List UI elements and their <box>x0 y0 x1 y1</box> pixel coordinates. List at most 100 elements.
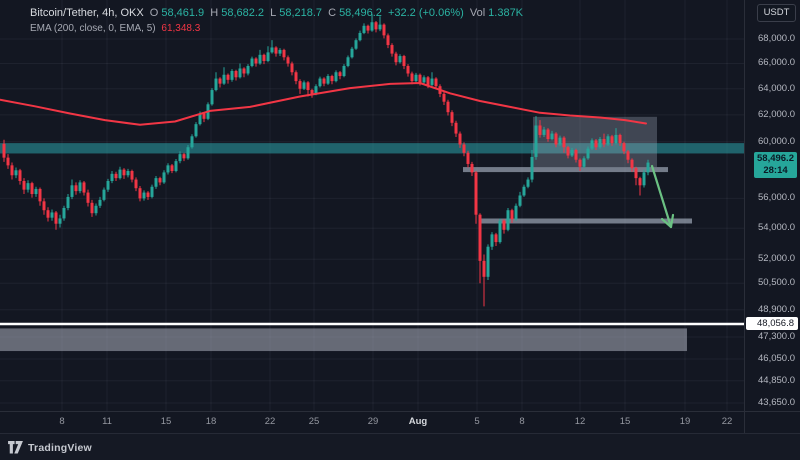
candle-body <box>646 162 650 173</box>
time-tick-label: 11 <box>102 416 112 427</box>
support-line-1 <box>463 167 668 173</box>
low-label: L <box>270 7 277 19</box>
candle-body <box>566 147 570 156</box>
candle-body <box>198 113 202 125</box>
price-tick-label: 66,000.0 <box>758 57 795 69</box>
candle-body <box>338 72 342 77</box>
candle-body <box>258 54 262 64</box>
candle-body <box>442 93 446 102</box>
candle-body <box>490 234 494 247</box>
candle-body <box>286 57 290 64</box>
candle-body <box>222 74 226 84</box>
candle-body <box>506 210 510 230</box>
change-value: +32.2 (+0.06%) <box>387 7 464 19</box>
symbol-title[interactable]: Bitcoin/Tether, 4h, OKX <box>30 7 144 19</box>
candle-body <box>498 220 502 243</box>
candle-body <box>226 74 230 80</box>
candle-body <box>570 150 574 156</box>
price-tick-label: 68,000.0 <box>758 32 795 44</box>
candle-body <box>134 179 138 189</box>
candle-body <box>282 49 286 58</box>
time-tick-label: 22 <box>721 416 733 427</box>
time-tick-label: 15 <box>619 416 631 427</box>
candle-body <box>626 151 630 160</box>
candle-body <box>262 54 266 62</box>
candle-body <box>54 212 58 224</box>
candle-body <box>290 63 294 73</box>
candle-body <box>294 72 298 82</box>
price-tick-label: 44,850.0 <box>758 374 795 386</box>
candle-body <box>154 178 158 187</box>
candle-body <box>550 133 554 140</box>
candle-body <box>398 56 402 63</box>
candle-body <box>474 172 478 215</box>
ema-indicator-label: EMA (200, close, 0, EMA, 5) <box>30 23 156 34</box>
chart-canvas[interactable] <box>0 0 800 433</box>
candle-body <box>150 186 154 197</box>
candle-body <box>114 173 118 179</box>
candle-body <box>298 81 302 89</box>
price-tick-label: 48,900.0 <box>758 303 795 315</box>
candle-body <box>86 192 90 203</box>
volume-value: 1.387K <box>488 7 524 19</box>
candle-body <box>462 144 466 153</box>
candle-body <box>178 154 182 162</box>
candle-body <box>22 180 26 190</box>
candle-body <box>522 186 526 196</box>
time-tick-label: 15 <box>160 416 172 427</box>
indicator-row[interactable]: EMA (200, close, 0, EMA, 5) 61,348.3 <box>30 22 526 36</box>
symbol-row[interactable]: Bitcoin/Tether, 4h, OKX O 58,461.9 H 58,68… <box>30 6 526 20</box>
candle-body <box>518 195 522 206</box>
price-tick-label: 64,000.0 <box>758 82 795 94</box>
candle-body <box>634 168 638 179</box>
time-scale[interactable]: 8 11 15 18 22 25 29 Aug 5 8 12 15 19 22 <box>0 411 800 433</box>
candle-body <box>614 134 618 144</box>
support-line-2 <box>479 218 692 224</box>
candle-body <box>466 152 470 164</box>
candle-body <box>302 82 306 89</box>
time-tick-label: 19 <box>679 416 691 427</box>
candle-body <box>162 172 166 183</box>
high-label: H <box>210 7 219 19</box>
candle-body <box>126 171 130 176</box>
candle-body <box>586 148 590 159</box>
candle-body <box>214 78 218 91</box>
demand-zone <box>0 328 687 352</box>
candle-body <box>238 68 242 78</box>
time-tick-label: 8 <box>519 416 525 427</box>
candle-body <box>270 47 274 53</box>
price-scale[interactable]: 58,496.2 28:14 48,056.8 68,000.0 66,000.0… <box>745 0 800 433</box>
candle-body <box>130 171 134 180</box>
candle-body <box>342 65 346 77</box>
breakdown-arrow <box>650 164 673 229</box>
candle-body <box>514 205 518 220</box>
time-tick-label: 22 <box>264 416 276 427</box>
ema-line <box>0 82 647 126</box>
candle-body <box>494 234 498 243</box>
price-tick-label: 43,650.0 <box>758 396 795 408</box>
time-tick-label: 18 <box>205 416 217 427</box>
candle-body <box>190 136 194 148</box>
candle-body <box>58 218 62 224</box>
candle-body <box>310 90 314 94</box>
candle-body <box>210 90 214 105</box>
candle-body <box>434 78 438 87</box>
candle-body <box>314 86 318 94</box>
usdt-currency-button[interactable]: USDT <box>757 4 796 22</box>
price-tick-label: 52,000.0 <box>758 253 795 265</box>
tradingview-brand[interactable]: TradingView <box>8 441 92 454</box>
time-tick-label: 12 <box>574 416 586 427</box>
candle-body <box>606 136 610 145</box>
candle-body <box>322 78 326 84</box>
candle-body <box>330 76 334 82</box>
candle-body <box>574 150 578 160</box>
candle-body <box>10 165 14 176</box>
time-tick-label: Aug <box>408 416 428 427</box>
candle-body <box>166 165 170 173</box>
candle-body <box>74 185 78 192</box>
candle-body <box>266 52 270 62</box>
candle-body <box>142 192 146 199</box>
candle-body <box>278 49 282 54</box>
candle-body <box>274 47 278 54</box>
candle-body <box>622 143 626 152</box>
